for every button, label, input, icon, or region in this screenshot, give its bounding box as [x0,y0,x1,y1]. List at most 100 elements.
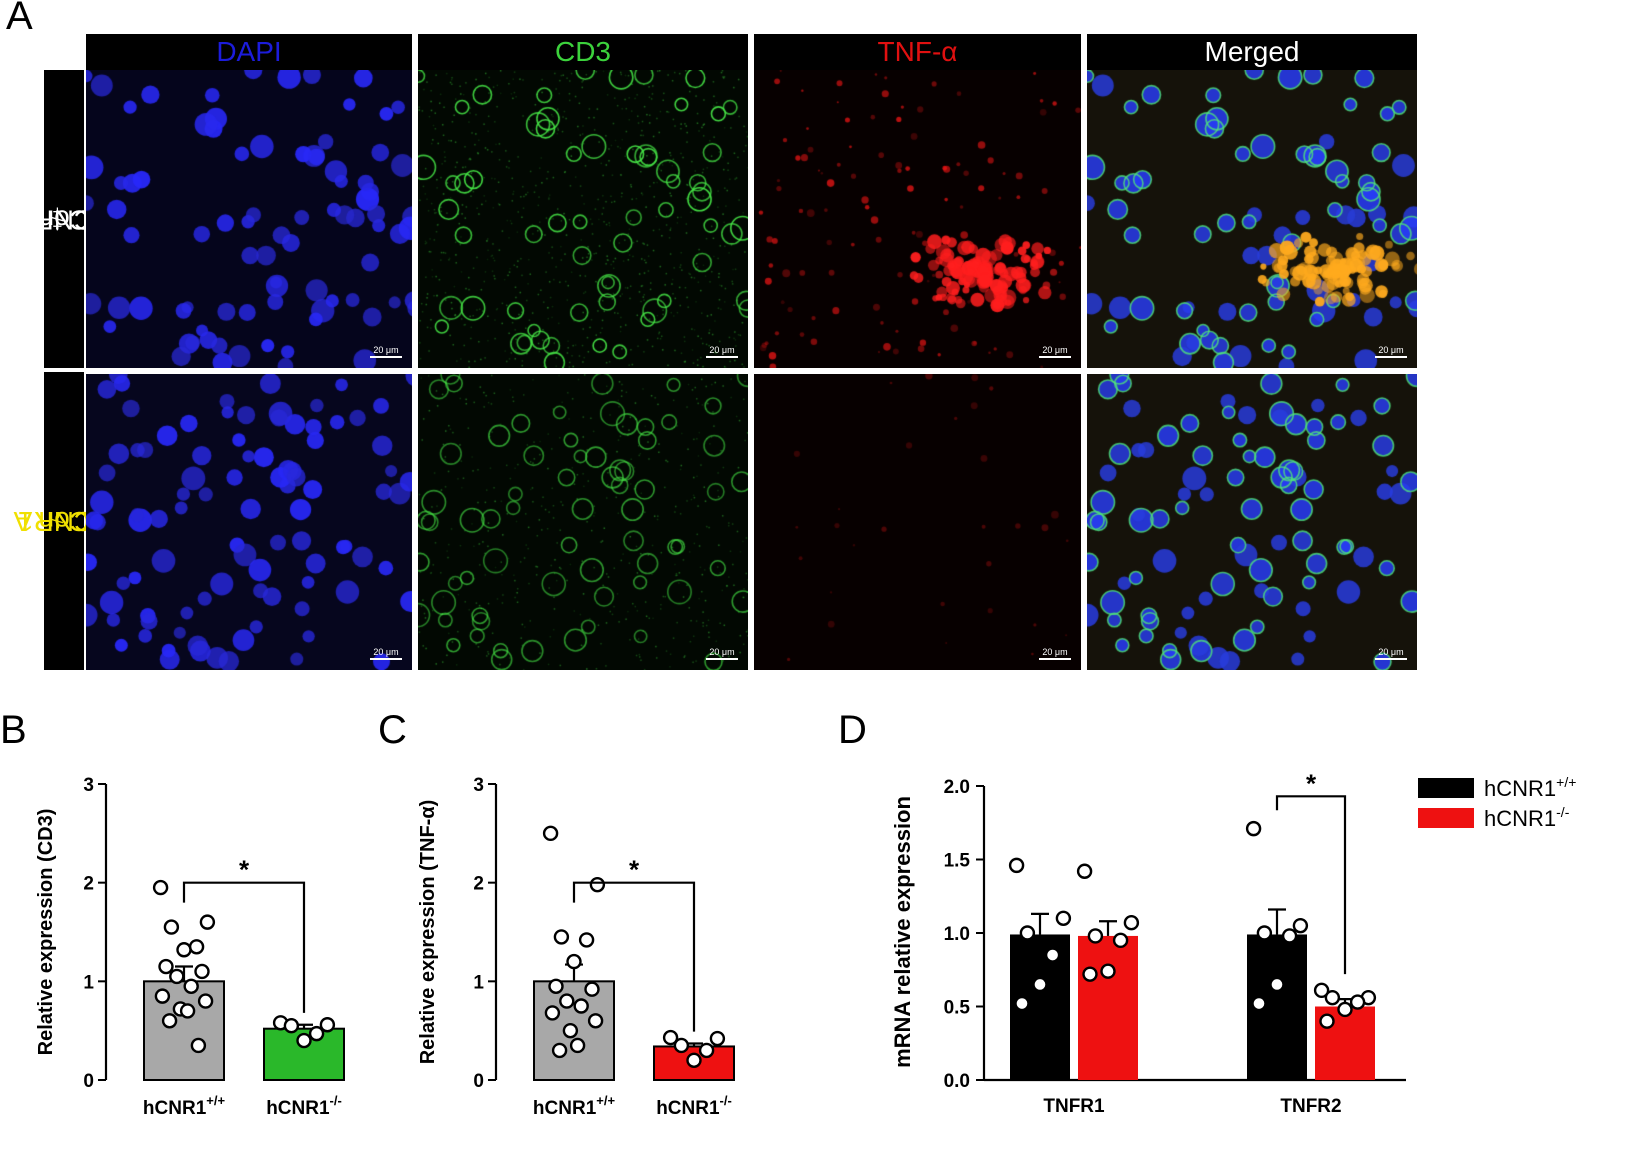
data-point [1281,928,1298,944]
column-header-cd3: CD3 [418,34,748,70]
micrograph-merged-wt: 20 μm [1087,70,1417,368]
micrograph-tnf-ko: 20 μm [754,374,1081,670]
column-label: CD3 [554,36,611,67]
data-point [319,1017,336,1033]
data-point [1123,915,1140,931]
panel-letter-c: C [378,708,407,752]
y-tick-label: 0 [473,1071,484,1092]
data-point [1076,863,1093,879]
x-tick-label: hCNR1+/+ [143,1093,226,1119]
data-point [1319,1013,1335,1029]
data-point [548,978,564,994]
data-point [152,879,169,896]
data-point [673,1037,690,1054]
data-point [283,1018,300,1034]
data-point [589,876,606,893]
column-label: TNF-α [877,36,958,67]
data-point [1008,857,1025,874]
y-tick-label: 0.5 [944,998,971,1019]
x-tick-label: TNFR2 [1280,1096,1341,1117]
row-header-knockout: hCNR1 -/- + Con A [14,372,114,670]
significance-marker: * [239,855,250,885]
x-tick-label: hCNR1-/- [266,1093,342,1119]
column-header-merged: Merged [1087,34,1417,70]
data-point [1087,928,1104,944]
y-tick-label: 0.0 [944,1071,970,1092]
x-tick-label: hCNR1+/+ [533,1093,616,1119]
data-point [1055,910,1072,927]
data-point [176,942,192,958]
data-point [584,981,600,997]
y-tick-label: 1.5 [944,851,971,872]
bar-chart-cd3: 0 1 2 3 Relative expression (CD3) hCNR1+/+ hCN… [35,775,345,1119]
y-tick-label: 2.0 [944,777,970,798]
scale-bar: 20 μm [1375,647,1407,660]
micrograph-tnf-wt: 20 μm [754,70,1081,368]
column-label: Merged [1204,36,1300,67]
y-axis-label: Relative expression (TNF-α) [417,800,439,1065]
significance-marker: * [629,855,640,885]
legend-label: hCNR1+/+ [1484,774,1576,801]
scale-bar: 20 μm [1375,345,1407,358]
data-point [1112,932,1129,949]
data-point [551,1042,568,1059]
data-point [194,963,210,980]
data-point [1256,925,1273,941]
data-point [1100,963,1116,979]
x-tick-label: hCNR1-/- [656,1093,732,1119]
x-tick-label: TNFR1 [1043,1096,1105,1117]
y-axis-label: Relative expression (CD3) [35,809,57,1056]
column-header-dapi: DAPI [86,34,412,70]
y-tick-label: 0 [83,1071,94,1092]
data-point [559,993,575,1009]
row-header-wildtype: hCNR1 +/+ + Con A [13,70,115,368]
y-tick-label: 3 [83,775,94,796]
data-point [562,1022,579,1039]
data-point [190,1037,207,1054]
data-point [1349,994,1366,1010]
micrograph-dapi-wt: 20 μm [86,70,412,368]
data-point [1032,976,1048,993]
legend-label: hCNR1-/- [1484,804,1570,831]
data-point [163,919,180,935]
data-point [544,1005,561,1021]
data-point [188,939,205,955]
significance-bracket [572,881,696,1032]
data-point [566,953,582,970]
significance-bracket [1275,795,1347,975]
scale-bar: 20 μm [706,647,738,660]
data-point [161,1013,178,1029]
data-point [1337,1001,1353,1018]
data-point [179,1003,196,1019]
column-label: DAPI [216,36,282,67]
data-point [1292,917,1309,934]
panel-letter-b: B [0,708,27,752]
bar-chart-tnf: 0 1 2 3 Relative expression (TNF-α) hCNR1+/+ h… [417,775,735,1119]
y-axis-label: mRNA relative expression [890,796,915,1068]
y-tick-label: 1 [83,972,94,993]
column-header-tnf: TNF-α [754,34,1081,70]
legend-swatch [1418,778,1474,798]
legend-swatch [1418,808,1474,828]
data-point [1324,989,1341,1006]
data-point [542,825,559,842]
panel-letter-d: D [838,708,867,752]
data-point [569,1037,586,1054]
y-tick-label: 2 [83,874,94,895]
scale-bar: 20 μm [706,345,738,358]
significance-bracket [182,881,306,1013]
data-point [183,978,199,994]
data-point [1251,995,1267,1012]
micrograph-dapi-ko: 20 μm [86,374,412,670]
data-point [587,1013,604,1029]
data-point [296,1032,312,1049]
scale-bar: 20 μm [370,647,402,660]
y-tick-label: 3 [473,775,484,796]
row-label: hCNR1 +/+ + Con A [13,204,115,235]
data-point [169,968,185,985]
scale-bar: 20 μm [370,345,402,358]
micrograph-cd3-wt: 20 μm [418,70,748,368]
y-tick-label: 1.0 [944,924,970,945]
data-point [1044,947,1061,963]
data-point [709,1030,726,1047]
